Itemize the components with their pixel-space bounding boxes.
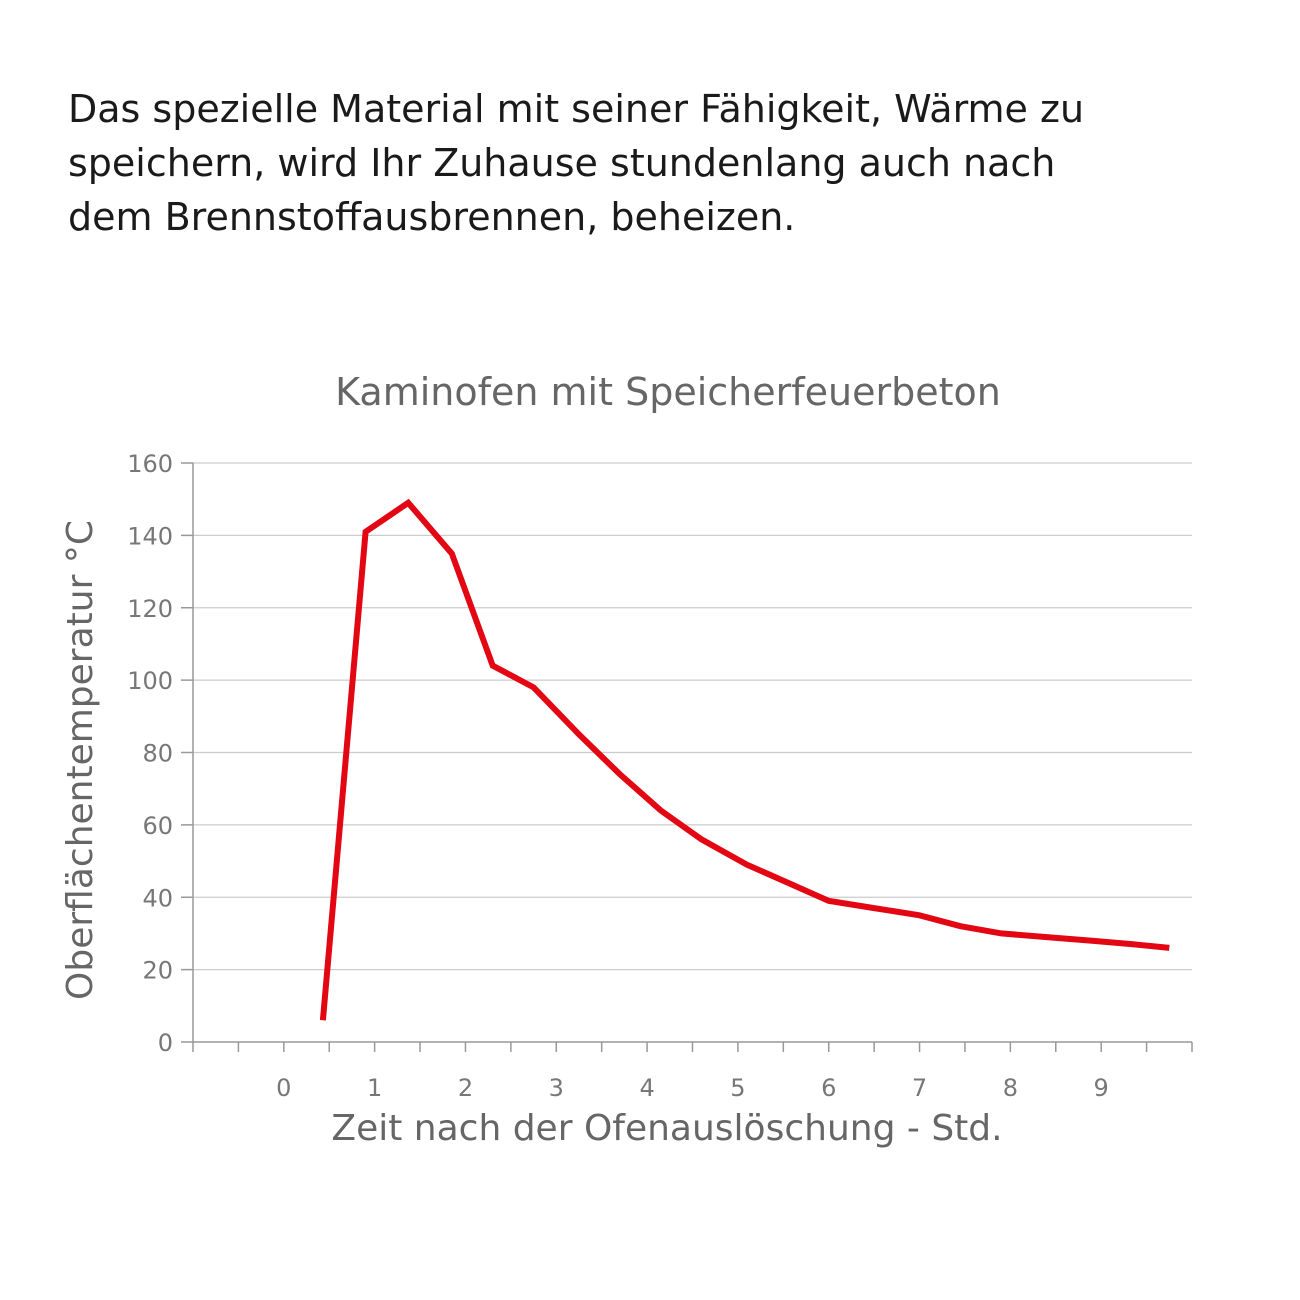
axis-layer: 0 20 40 60 80 100 120 140 160 0 1 2 3 4 5 6 7 8 9 (127, 450, 1193, 1102)
y-tick-label-80: 80 (142, 740, 173, 768)
y-tick-label-40: 40 (142, 884, 173, 912)
x-tick-label-5: 5 (730, 1074, 745, 1102)
y-tick-label-20: 20 (142, 957, 173, 985)
y-axis-label: Oberflächentemperatur °C (60, 520, 101, 1000)
x-tick-label-9: 9 (1094, 1074, 1109, 1102)
series-layer (319, 498, 1170, 1021)
x-tick-label-2: 2 (458, 1074, 473, 1102)
chart-title: Kaminofen mit Speicherfeuerbeton (335, 370, 1001, 414)
x-tick-label-8: 8 (1003, 1074, 1018, 1102)
y-tick-label-140: 140 (127, 522, 173, 550)
y-tick-label-120: 120 (127, 595, 173, 623)
intro-line-1: Das spezielle Material mit seiner Fähigk… (68, 87, 1085, 131)
x-axis-label: Zeit nach der Ofenauslöschung - Std. (331, 1108, 1002, 1149)
y-tick-label-100: 100 (127, 667, 173, 695)
y-tick-label-60: 60 (142, 812, 173, 840)
y-tick-label-160: 160 (127, 450, 173, 478)
x-tick-label-6: 6 (821, 1074, 836, 1102)
x-tick-label-0: 0 (276, 1074, 291, 1102)
series-line-0 (319, 498, 1170, 1021)
x-tick-label-7: 7 (912, 1074, 927, 1102)
intro-text: Das spezielle Material mit seiner Fähigk… (68, 82, 1148, 244)
intro-line-3: dem Brennstoffausbrennen, beheizen. (68, 195, 796, 239)
x-tick-label-3: 3 (549, 1074, 564, 1102)
x-tick-label-4: 4 (639, 1074, 654, 1102)
intro-line-2: speichern, wird Ihr Zuhause stundenlang … (68, 141, 1056, 185)
y-tick-label-0: 0 (158, 1029, 173, 1057)
x-tick-label-1: 1 (367, 1074, 382, 1102)
grid-layer (193, 462, 1192, 971)
